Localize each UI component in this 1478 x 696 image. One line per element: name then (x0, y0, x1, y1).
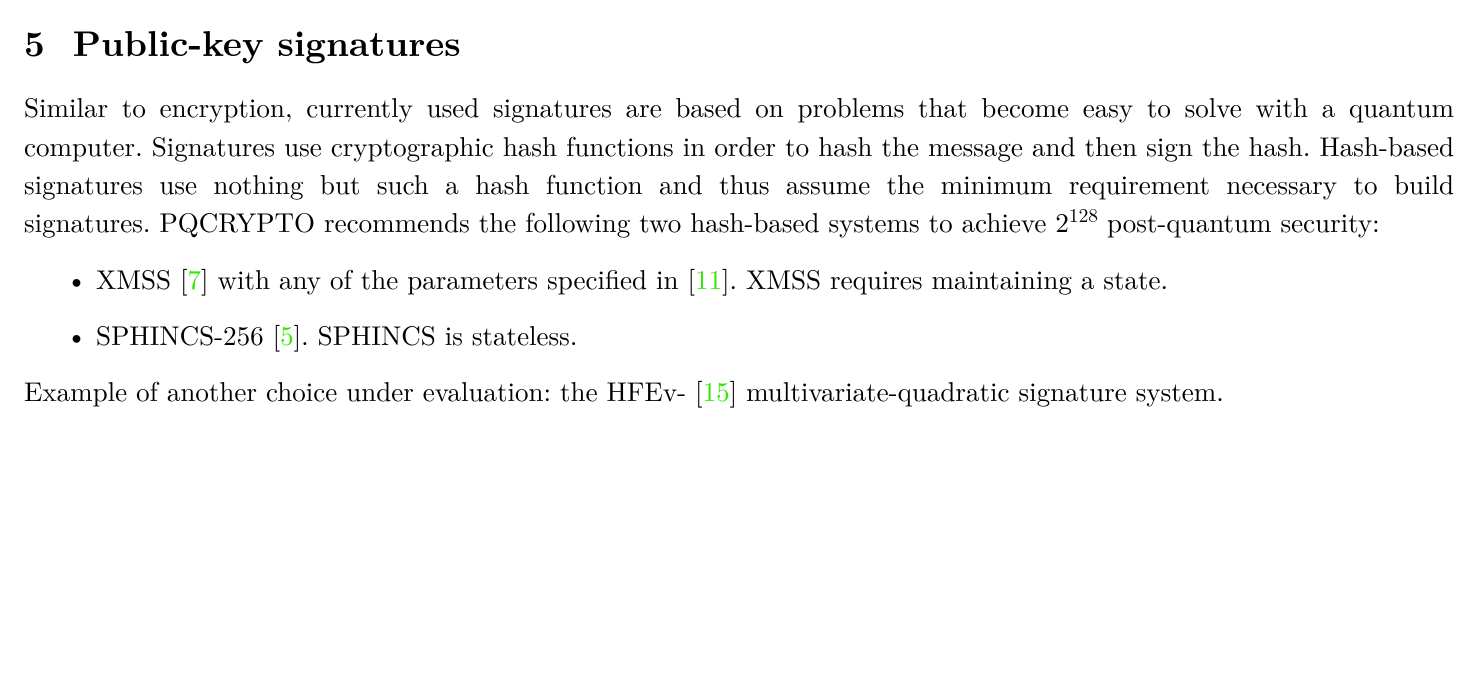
citation-link[interactable]: 7 (188, 259, 202, 297)
citation-link[interactable]: 11 (695, 259, 722, 297)
section-title: Public-key signatures (73, 15, 461, 67)
intro-text-suffix: post-quantum security: (1098, 202, 1380, 240)
intro-exponent: 128 (1069, 200, 1098, 228)
bullet-list: XMSS [7] with any of the parameters spec… (24, 259, 1454, 354)
list-item: XMSS [7] with any of the parameters spec… (24, 259, 1454, 297)
bullet-text: ]. XMSS requires maintaining a state. (722, 259, 1168, 297)
bullet-text: ]. SPHINCS is stateless. (294, 315, 578, 353)
bullet-text: ] with any of the parameters specified i… (201, 259, 695, 297)
bullet-text: XMSS [ (96, 259, 188, 297)
section-heading: 5Public-key signatures (24, 20, 1454, 63)
bullet-text: SPHINCS-256 [ (96, 315, 280, 353)
section-number: 5 (24, 20, 45, 63)
list-item: SPHINCS-256 [5]. SPHINCS is stateless. (24, 315, 1454, 353)
closing-paragraph: Example of another choice under evaluati… (24, 371, 1454, 409)
closing-text: ] multivariate-quadratic signature syste… (730, 371, 1224, 409)
citation-link[interactable]: 15 (703, 371, 730, 409)
citation-link[interactable]: 5 (280, 315, 294, 353)
closing-text: Example of another choice under evaluati… (24, 371, 703, 409)
intro-paragraph: Similar to encryption, currently used si… (24, 87, 1454, 240)
